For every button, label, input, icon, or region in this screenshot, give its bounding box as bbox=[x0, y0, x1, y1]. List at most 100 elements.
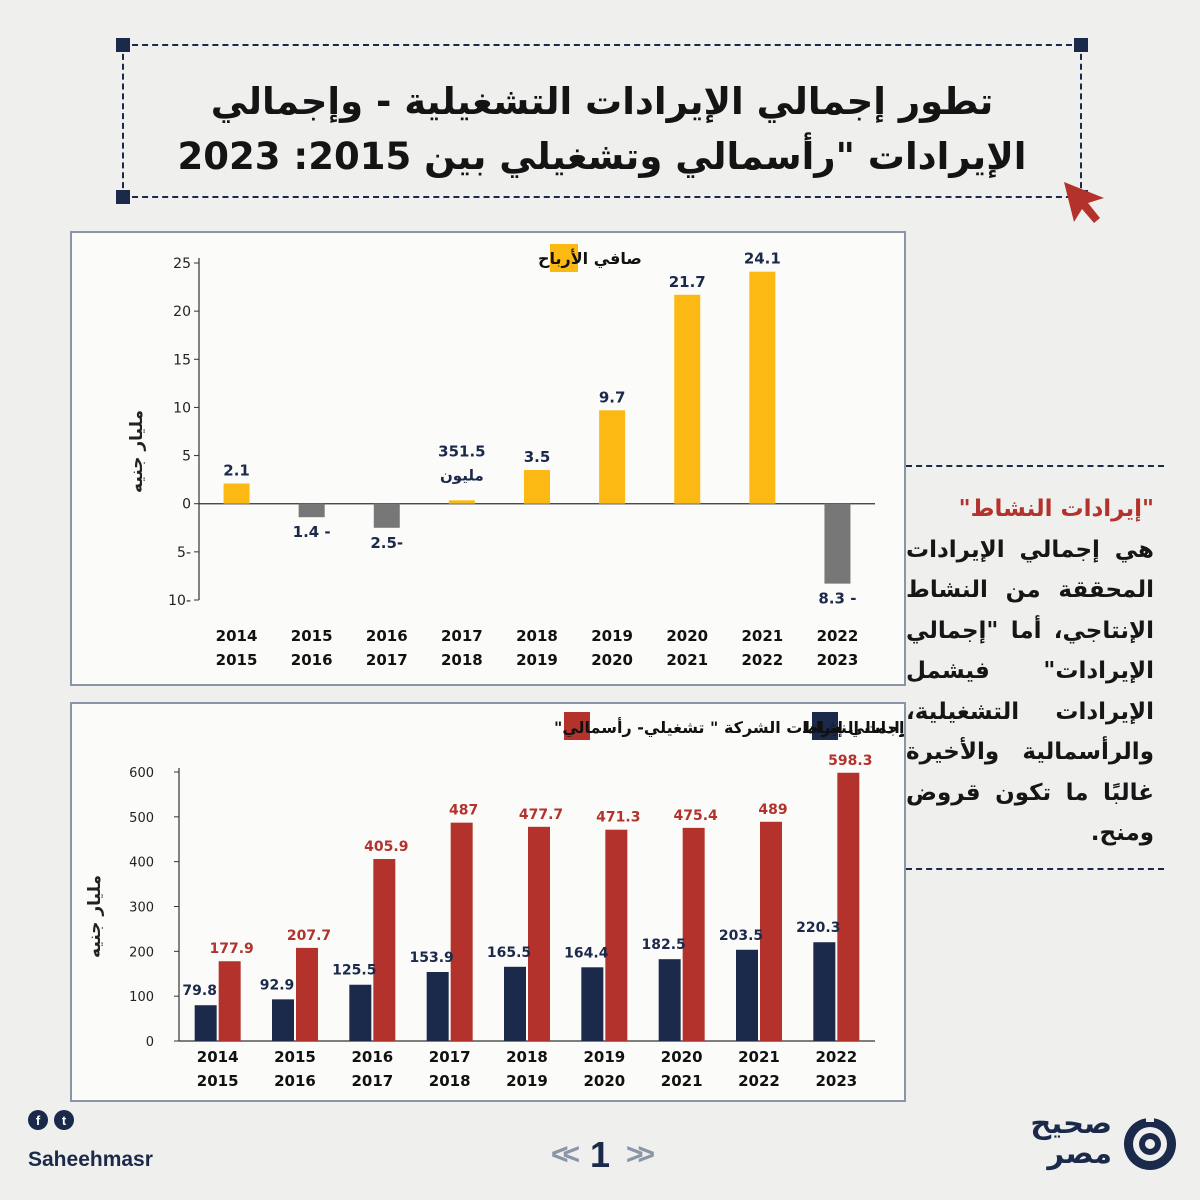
x-tick-label: 2019 bbox=[583, 1048, 625, 1066]
frame-corner bbox=[1074, 38, 1088, 52]
target-icon bbox=[1124, 1114, 1176, 1170]
bar bbox=[524, 470, 550, 504]
y-tick-label: 500 bbox=[129, 811, 154, 826]
frame-corner bbox=[116, 190, 130, 204]
bar bbox=[298, 503, 325, 518]
y-tick-label: 600 bbox=[129, 766, 154, 781]
y-tick-label: 25 bbox=[173, 256, 191, 272]
bar bbox=[824, 503, 851, 584]
x-tick-label: 2023 bbox=[815, 1072, 857, 1090]
bar-activity-revenue bbox=[813, 942, 836, 1041]
y-tick-label: 0 bbox=[182, 497, 191, 513]
y-axis-label: مليار جنيه bbox=[127, 410, 147, 493]
logo-text: صحيح مصر bbox=[1030, 1106, 1112, 1170]
social-handle[interactable]: Saheehmasr bbox=[28, 1148, 153, 1171]
definition-note: "إيرادات النشاط" هي إجمالي الإيرادات الم… bbox=[906, 465, 1164, 870]
bar-activity-revenue bbox=[426, 972, 449, 1041]
profit-chart-panel: 25 20 15 10 5 0 5- 10- مليار جنيه 2.1 2014 2015 1.4 … bbox=[70, 231, 906, 686]
data-label-activity: 203.5 bbox=[719, 928, 763, 944]
legend-label: إجمالي إيرادات الشركة " تشغيلي- رأسمالي" bbox=[554, 717, 904, 738]
twitter-icon[interactable]: t bbox=[54, 1110, 74, 1130]
bar-total-revenue bbox=[450, 822, 473, 1041]
x-tick-label: 2022 bbox=[815, 1048, 857, 1066]
x-tick-label: 2021 bbox=[661, 1072, 703, 1090]
bar bbox=[448, 500, 475, 504]
bar-total-revenue bbox=[296, 947, 318, 1041]
x-tick-label: 2022 bbox=[741, 651, 783, 669]
x-tick-label: 2014 bbox=[216, 627, 258, 645]
x-tick-label: 2017 bbox=[366, 651, 408, 669]
x-tick-label: 2016 bbox=[274, 1072, 316, 1090]
y-tick-label: 400 bbox=[129, 856, 154, 871]
x-tick-label: 2020 bbox=[591, 651, 633, 669]
definition-highlight: "إيرادات النشاط" bbox=[958, 496, 1154, 522]
data-label: 2.5- bbox=[370, 534, 403, 552]
data-label: 24.1 bbox=[744, 250, 781, 268]
data-label-total: 487 bbox=[449, 803, 478, 819]
y-axis-label: مليار جنيه bbox=[85, 875, 105, 958]
data-label-activity: 165.5 bbox=[487, 945, 531, 961]
data-label-activity: 164.4 bbox=[564, 945, 609, 961]
y-tick-label: 5- bbox=[177, 545, 191, 561]
data-label: 8.3 - bbox=[818, 590, 856, 608]
data-label: 351.5 bbox=[438, 442, 485, 460]
bar bbox=[599, 410, 626, 504]
x-tick-label: 2016 bbox=[366, 627, 408, 645]
bar-activity-revenue bbox=[194, 1005, 217, 1041]
bar bbox=[223, 483, 250, 504]
bar bbox=[749, 271, 776, 504]
y-tick-label: 0 bbox=[146, 1035, 154, 1050]
x-tick-label: 2019 bbox=[516, 651, 558, 669]
x-tick-label: 2015 bbox=[274, 1048, 316, 1066]
bar-total-revenue bbox=[605, 829, 628, 1041]
prev-page-icon[interactable]: << bbox=[550, 1138, 580, 1171]
bar-total-revenue bbox=[837, 772, 860, 1041]
y-tick-label: 5 bbox=[182, 449, 191, 465]
x-tick-label: 2017 bbox=[429, 1048, 471, 1066]
y-tick-label: 20 bbox=[173, 304, 191, 320]
x-tick-label: 2019 bbox=[591, 627, 633, 645]
data-label-unit: مليون bbox=[440, 466, 484, 484]
data-label-total: 405.9 bbox=[364, 839, 408, 855]
x-tick-label: 2018 bbox=[441, 651, 483, 669]
data-label-activity: 182.5 bbox=[642, 937, 686, 953]
brand-logo: صحيح مصر bbox=[1010, 1108, 1180, 1178]
x-tick-label: 2015 bbox=[216, 651, 258, 669]
title-frame: تطور إجمالي الإيرادات التشغيلية - وإجمال… bbox=[116, 38, 1088, 204]
y-tick-label: 10- bbox=[168, 593, 191, 609]
legend-swatch bbox=[550, 244, 578, 272]
data-label-activity: 125.5 bbox=[332, 963, 376, 979]
legend-swatch bbox=[564, 712, 590, 740]
data-label-activity: 92.9 bbox=[260, 977, 295, 993]
data-label-activity: 220.3 bbox=[796, 920, 840, 936]
bar-activity-revenue bbox=[658, 959, 681, 1041]
x-tick-label: 2021 bbox=[666, 651, 708, 669]
data-label-total: 475.4 bbox=[674, 808, 719, 824]
page-number: 1 bbox=[589, 1134, 611, 1175]
x-tick-label: 2016 bbox=[291, 651, 333, 669]
bar-total-revenue bbox=[682, 827, 705, 1041]
x-tick-label: 2014 bbox=[197, 1048, 239, 1066]
x-tick-label: 2015 bbox=[197, 1072, 239, 1090]
x-tick-label: 2015 bbox=[291, 627, 333, 645]
x-tick-label: 2021 bbox=[741, 627, 783, 645]
bar-activity-revenue bbox=[581, 967, 604, 1041]
data-label-total: 177.9 bbox=[210, 941, 254, 957]
x-tick-label: 2019 bbox=[506, 1072, 548, 1090]
legend-label: إيرادات النشاط bbox=[802, 718, 904, 737]
next-page-icon[interactable]: >> bbox=[626, 1138, 655, 1171]
x-tick-label: 2021 bbox=[738, 1048, 780, 1066]
data-label: 3.5 bbox=[524, 448, 551, 466]
facebook-icon[interactable]: f bbox=[28, 1110, 48, 1130]
y-tick-label: 10 bbox=[173, 400, 191, 416]
data-label-total: 598.3 bbox=[828, 753, 872, 769]
x-tick-label: 2020 bbox=[666, 627, 708, 645]
data-label: 9.7 bbox=[599, 388, 626, 406]
x-tick-label: 2022 bbox=[738, 1072, 780, 1090]
bar bbox=[373, 503, 400, 528]
bar-total-revenue bbox=[760, 821, 782, 1041]
bar-activity-revenue bbox=[736, 949, 758, 1041]
data-label-total: 477.7 bbox=[519, 807, 563, 823]
data-label-total: 489 bbox=[758, 802, 787, 818]
